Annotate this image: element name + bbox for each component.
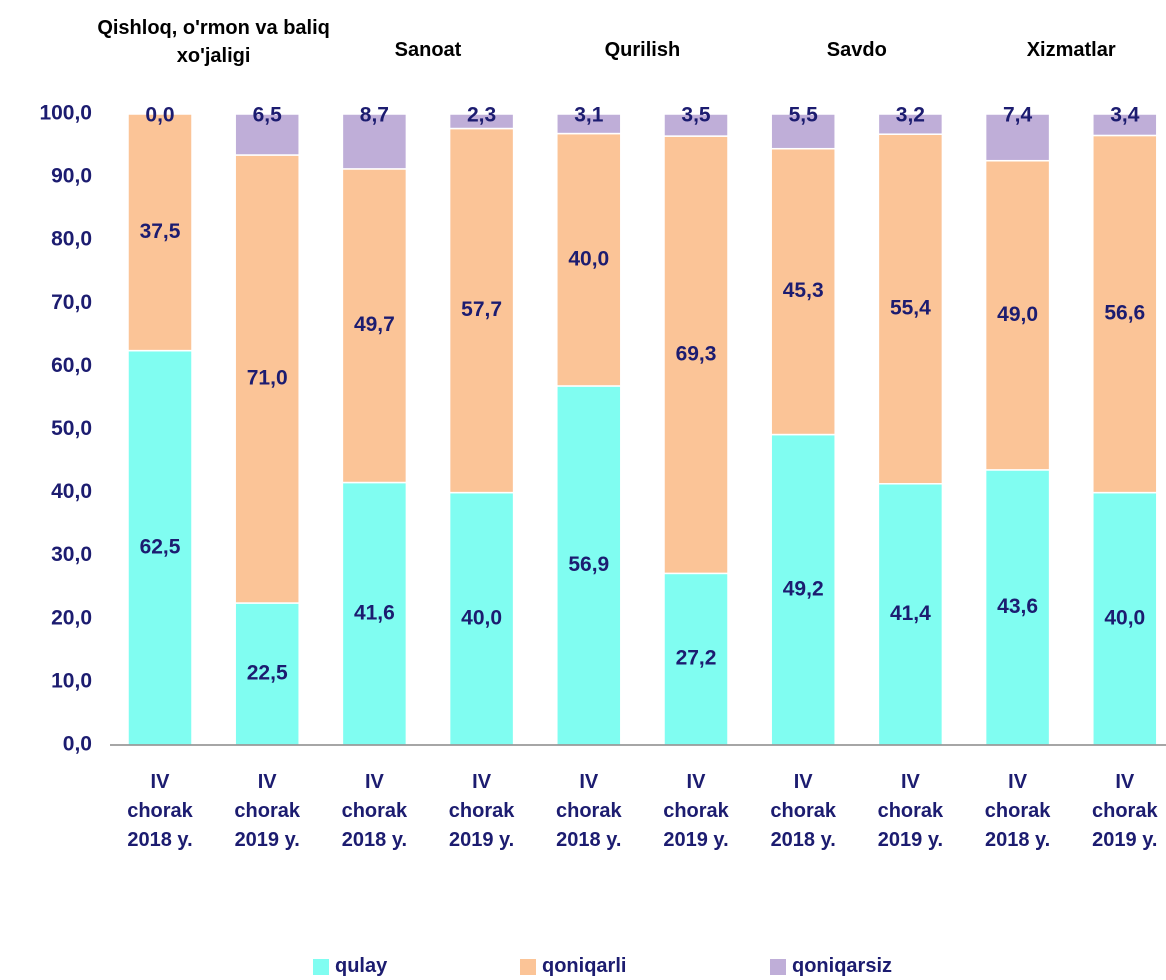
value-label: 3,4 (1110, 104, 1140, 127)
bar-segment (984, 113, 1051, 162)
value-label: 62,5 (140, 535, 181, 558)
value-label: 57,7 (461, 298, 502, 321)
y-tick-label: 0,0 (63, 733, 92, 756)
legend-swatch (520, 958, 536, 975)
bar-segment (1092, 113, 1158, 137)
bar-segment (341, 481, 408, 746)
bar-segment (448, 127, 515, 494)
x-tick-label: IV chorak 2019 y. (234, 771, 300, 851)
value-label: 27,2 (676, 647, 717, 670)
y-tick-label: 30,0 (51, 543, 92, 566)
value-label: 6,5 (253, 104, 283, 127)
y-tick-label: 90,0 (51, 165, 92, 188)
value-label: 49,0 (997, 303, 1038, 326)
group-title: Savdo (826, 39, 887, 61)
x-tick-label: IV chorak 2018 y. (770, 771, 836, 851)
value-label: 55,4 (890, 297, 931, 320)
bar-segment (234, 113, 300, 156)
y-tick-label: 70,0 (51, 291, 92, 314)
legend-swatch (313, 958, 329, 975)
value-label: 40,0 (461, 606, 502, 629)
bar-segment (1092, 134, 1158, 494)
value-label: 41,6 (354, 601, 395, 624)
value-label: 41,4 (890, 602, 931, 625)
bar-segment (448, 113, 515, 130)
bar-segment (234, 154, 300, 604)
y-tick-label: 80,0 (51, 228, 92, 251)
x-tick-label: IV chorak 2018 y. (984, 771, 1051, 851)
x-tick-label: IV chorak 2019 y. (663, 771, 729, 851)
legend-label: qulay (335, 955, 388, 977)
value-label: 8,7 (360, 104, 389, 127)
legend-label: qoniqarli (542, 955, 627, 977)
bar-segment (556, 113, 622, 135)
y-tick-label: 50,0 (51, 417, 92, 440)
bar-segment (127, 349, 193, 746)
y-tick-label: 40,0 (51, 480, 92, 503)
bar-segment (663, 135, 729, 575)
value-label: 37,5 (140, 220, 181, 243)
value-label: 71,0 (247, 367, 288, 390)
value-label: 5,5 (789, 104, 819, 127)
group-title: Qishloq, o'rmon va baliq xo'jaligi (97, 17, 330, 67)
x-tick-label: IV chorak 2019 y. (448, 771, 515, 851)
group-title: Qurilish (604, 39, 681, 61)
group-title: Xizmatlar (1026, 39, 1116, 61)
x-tick-label: IV chorak 2018 y. (341, 771, 408, 851)
y-tick-label: 10,0 (51, 669, 92, 692)
legend-item: qulay (313, 955, 387, 978)
bar-segment (1092, 491, 1158, 746)
bar-segment (770, 433, 836, 746)
group-title: Sanoat (394, 39, 462, 61)
bar-segment (877, 483, 944, 746)
bar-segment (448, 491, 515, 746)
bar-segment (663, 572, 729, 746)
bar-segment (127, 113, 193, 352)
value-label: 22,5 (247, 662, 288, 685)
value-label: 0,0 (145, 104, 174, 127)
bar-segment (556, 385, 622, 746)
bar-segment (770, 147, 836, 436)
bar-segment (877, 133, 944, 485)
bar-segment (234, 602, 300, 746)
bar-segment (556, 132, 622, 387)
value-label: 7,4 (1003, 104, 1033, 127)
x-tick-label: IV chorak 2019 y. (877, 771, 944, 851)
value-label: 3,1 (574, 104, 604, 127)
y-tick-label: 60,0 (51, 354, 92, 377)
value-label: 2,3 (467, 104, 496, 127)
value-label: 40,0 (568, 247, 609, 270)
bar-segment (341, 168, 408, 484)
bar-segment (663, 113, 729, 137)
x-tick-label: IV chorak 2019 y. (1092, 771, 1158, 851)
value-label: 69,3 (676, 342, 717, 365)
value-label: 56,6 (1104, 302, 1145, 325)
value-label: 43,6 (997, 595, 1038, 618)
legend-item: qoniqarli (520, 955, 626, 978)
bar-segment (341, 113, 408, 170)
bar-segment (770, 113, 836, 150)
x-tick-label: IV chorak 2018 y. (556, 771, 622, 851)
y-tick-label: 20,0 (51, 606, 92, 629)
value-label: 40,0 (1104, 606, 1145, 629)
bar-segment (877, 113, 944, 135)
legend-label: qoniqarsiz (792, 955, 893, 977)
value-label: 45,3 (783, 279, 824, 302)
legend-item: qoniqarsiz (770, 955, 892, 978)
y-tick-label: 100,0 (39, 102, 92, 125)
value-label: 49,7 (354, 313, 395, 336)
value-label: 56,9 (568, 553, 609, 576)
value-label: 49,2 (783, 577, 824, 600)
bar-segment (984, 159, 1051, 471)
x-tick-label: IV chorak 2018 y. (127, 771, 193, 851)
legend-swatch (770, 958, 786, 975)
value-label: 3,5 (681, 104, 711, 127)
value-label: 3,2 (896, 104, 925, 127)
